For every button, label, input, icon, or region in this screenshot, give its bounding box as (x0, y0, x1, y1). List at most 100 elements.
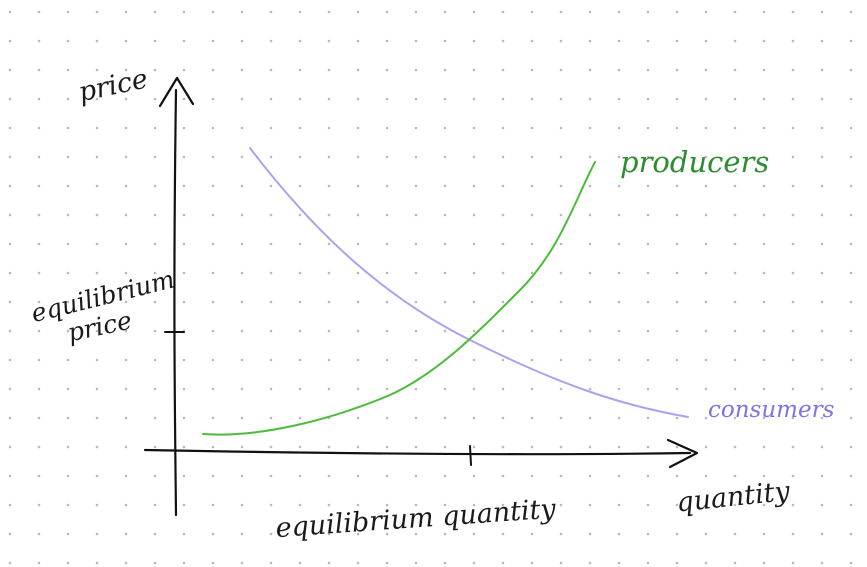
grid-dot (675, 155, 679, 159)
grid-dot (327, 503, 331, 507)
grid-dot (269, 184, 273, 188)
grid-dot (414, 561, 418, 565)
grid-dot (762, 155, 766, 159)
grid-dot (733, 561, 737, 565)
grid-dot (95, 474, 99, 478)
grid-dot (791, 300, 795, 304)
grid-dot (269, 503, 273, 507)
grid-dot (211, 271, 215, 275)
grid-dot (298, 503, 302, 507)
grid-dot (124, 474, 128, 478)
grid-dot (501, 445, 505, 449)
grid-dot (675, 242, 679, 246)
grid-dot (617, 416, 621, 420)
grid-dot (356, 329, 360, 333)
grid-dot (153, 387, 157, 391)
quantity-axis-arrowhead (666, 438, 699, 469)
grid-dot (385, 474, 389, 478)
grid-dot (124, 39, 128, 43)
grid-dot (617, 445, 621, 449)
grid-dot (124, 445, 128, 449)
grid-dot (211, 39, 215, 43)
grid-dot (182, 242, 186, 246)
grid-dot (675, 474, 679, 478)
grid-dot (298, 474, 302, 478)
grid-dot (298, 68, 302, 72)
producers-label: producers (620, 145, 769, 179)
grid-dot (733, 271, 737, 275)
grid-dot (95, 68, 99, 72)
grid-dot (443, 68, 447, 72)
grid-dot (472, 561, 476, 565)
grid-dot (704, 445, 708, 449)
grid-dot (588, 39, 592, 43)
grid-dot (153, 300, 157, 304)
grid-dot (356, 445, 360, 449)
grid-dot (182, 126, 186, 130)
grid-dot (762, 39, 766, 43)
grid-dot (559, 155, 563, 159)
grid-dot (95, 39, 99, 43)
grid-dot (530, 474, 534, 478)
grid-dot (849, 532, 853, 536)
grid-dot (240, 126, 244, 130)
grid-dot (298, 561, 302, 565)
grid-dot (124, 300, 128, 304)
grid-dot (704, 358, 708, 362)
grid-dot (646, 155, 650, 159)
grid-dot (269, 445, 273, 449)
grid-dot (414, 474, 418, 478)
grid-dot (762, 68, 766, 72)
grid-dot (472, 416, 476, 420)
grid-dot (8, 561, 12, 565)
grid-dot (646, 68, 650, 72)
grid-dot (849, 329, 853, 333)
grid-dot (356, 97, 360, 101)
grid-dot (240, 445, 244, 449)
grid-dot (182, 97, 186, 101)
grid-dot (327, 39, 331, 43)
grid-dot (385, 416, 389, 420)
grid-dot (153, 474, 157, 478)
equilibrium-quantity-label: equilibrium quantity (275, 494, 558, 545)
grid-dot (211, 387, 215, 391)
grid-dot (443, 329, 447, 333)
grid-dot (530, 68, 534, 72)
grid-dot (617, 155, 621, 159)
grid-dot (8, 300, 12, 304)
grid-dot (733, 68, 737, 72)
grid-dot (501, 503, 505, 507)
grid-dot (472, 126, 476, 130)
grid-dot (211, 561, 215, 565)
grid-dot (240, 97, 244, 101)
grid-dot (530, 10, 534, 14)
grid-dot (443, 155, 447, 159)
grid-dot (95, 445, 99, 449)
grid-dot (356, 271, 360, 275)
grid-dot (95, 387, 99, 391)
grid-dot (269, 213, 273, 217)
grid-dot (240, 329, 244, 333)
grid-dot (704, 242, 708, 246)
grid-dot (733, 358, 737, 362)
grid-dot (8, 271, 12, 275)
grid-dot (182, 474, 186, 478)
grid-dot (95, 358, 99, 362)
grid-dot (37, 242, 41, 246)
grid-dot (37, 387, 41, 391)
grid-dot (443, 271, 447, 275)
grid-dot (356, 213, 360, 217)
grid-dot (240, 184, 244, 188)
grid-dot (704, 10, 708, 14)
grid-dot (327, 68, 331, 72)
grid-dot (791, 10, 795, 14)
grid-dot (385, 10, 389, 14)
grid-dot (501, 358, 505, 362)
grid-dot (588, 300, 592, 304)
grid-dot (124, 155, 128, 159)
grid-dot (124, 561, 128, 565)
grid-dot (269, 242, 273, 246)
grid-dot (66, 126, 70, 130)
grid-dot (675, 184, 679, 188)
grid-dot (95, 271, 99, 275)
